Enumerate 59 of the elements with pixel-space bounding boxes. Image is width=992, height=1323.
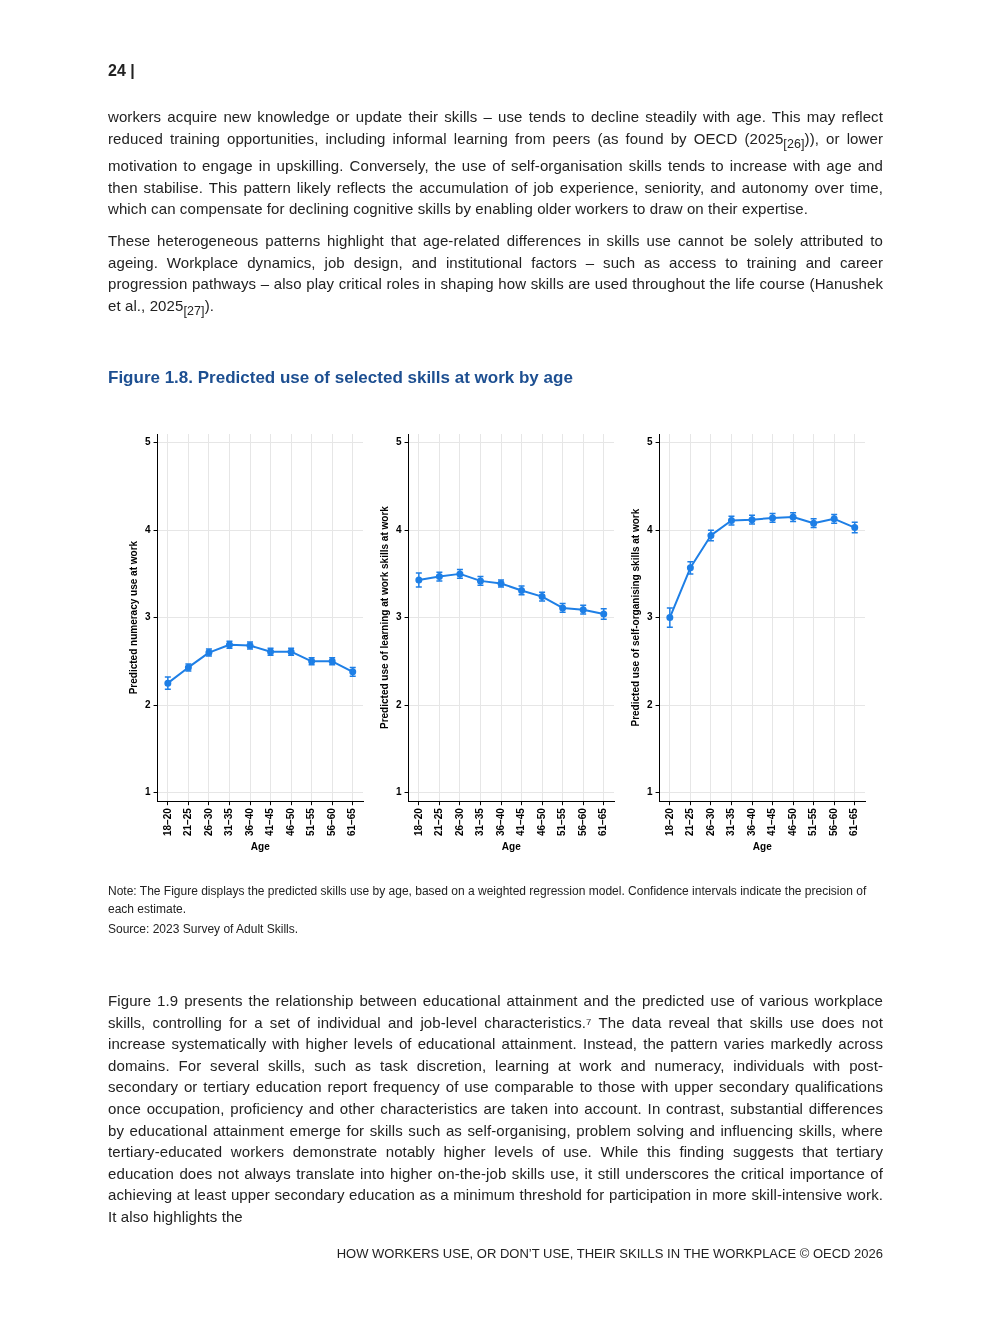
source-note: Source: 2023 Survey of Adult Skills. <box>108 921 300 938</box>
x-tick-label: 56–60 <box>576 807 588 836</box>
text: 24 | <box>108 62 136 80</box>
x-tick-label: 61–65 <box>597 807 609 836</box>
x-axis-title: Age <box>501 840 522 852</box>
x-tick-label: 26–30 <box>453 807 465 836</box>
y-tick-label: 3 <box>145 611 151 623</box>
x-tick-label: 46–50 <box>284 807 296 836</box>
x-tick-label: 46–50 <box>786 807 798 836</box>
x-tick-label: 41–45 <box>515 807 527 836</box>
y-tick-label: 3 <box>396 611 402 623</box>
y-axis-title: Predicted use of learning at work skills at work <box>378 505 390 730</box>
text: HOW WORKERS USE, OR DON’T USE, THEIR SKILLS IN THE WORKPLACE © OECD 2026 <box>336 1246 883 1261</box>
x-tick-label: 21–25 <box>182 807 194 836</box>
x-tick-label: 31–35 <box>223 807 235 836</box>
x-tick-label: 41–45 <box>766 807 778 836</box>
x-tick-label: 36–40 <box>745 807 757 836</box>
x-tick-label: 51–55 <box>305 807 317 836</box>
y-tick-label: 3 <box>647 611 653 623</box>
x-axis-title: Age <box>752 840 773 852</box>
text: Note: The Figure displays the predicted skills use by age, based on a weighted regression model. Confidence intervals indicate the precision of each estimate. <box>108 883 868 918</box>
x-tick-label: 21–25 <box>684 807 696 836</box>
y-tick-label: 2 <box>396 698 402 710</box>
x-tick-label: 31–35 <box>474 807 486 836</box>
x-tick-label: 46–50 <box>535 807 547 836</box>
y-tick-label: 2 <box>647 698 653 710</box>
x-tick-label: 18–20 <box>412 807 424 836</box>
y-tick-label: 1 <box>396 786 402 798</box>
chart-title: Figure 1.8. Predicted use of selected skills at work by age <box>108 368 573 388</box>
x-axis-title: Age <box>250 840 271 852</box>
x-tick-label: 31–35 <box>725 807 737 836</box>
text: workers acquire new knowledge or update their skills – use tends to decline steadily with age. This may reflect reduced training opportunities, including informal learning from peers (as found by OECD (2025$_{[26]}$)), or lower motivation to engage in upskilling. Conversely, the use of self-organisation skills tends to increase with age and then stabilise. This pattern likely reflects the accumulation of job experience, seniority, and autonomy over time, which can compensate for declining cognitive skills by enabling older workers to draw on their expertise. <box>108 107 884 220</box>
y-axis-title: Predicted numeracy use at work <box>127 540 139 695</box>
x-tick-label: 51–55 <box>807 807 819 836</box>
y-axis-title: Predicted use of self-organising skills at work <box>629 508 641 727</box>
x-tick-label: 36–40 <box>494 807 506 836</box>
x-tick-label: 26–30 <box>704 807 716 836</box>
y-tick-label: 5 <box>145 436 151 448</box>
y-tick-label: 2 <box>145 698 151 710</box>
x-tick-label: 61–65 <box>346 807 358 836</box>
y-tick-label: 4 <box>647 523 653 535</box>
y-tick-label: 5 <box>396 436 402 448</box>
y-tick-label: 1 <box>145 786 151 798</box>
x-tick-label: 18–20 <box>663 807 675 836</box>
y-tick-label: 4 <box>145 523 151 535</box>
text: Figure 1.9 presents the relationship between educational attainment and the predicted use of various workplace skills, controlling for a set of individual and job-level characteristics.⁷ The data reveal that skills use does not increase systematically with higher levels of educational attainment. Instead, the pattern varies markedly across domains. For several skills, such as task discretion, learning at work and numeracy, individuals with post-secondary or tertiary education report frequency of use comparable to those with upper secondary qualifications once occupation, proficiency and other characteristics are taken into account. In contrast, substantial differences by educational attainment emerge for skills such as self-organising, problem solving and influencing skills, where tertiary-educated workers demonstrate notably higher levels of use. While this finding suggests that tertiary education does not always translate into higher on-the-job skills use, it still underscores the critical importance of achieving at least upper secondary education as a minimum threshold for participation in more skill-intensive work. It also highlights the <box>108 992 883 1225</box>
x-tick-label: 21–25 <box>433 807 445 836</box>
x-tick-label: 56–60 <box>827 807 839 836</box>
y-tick-label: 1 <box>647 786 653 798</box>
x-tick-label: 61–65 <box>848 807 860 836</box>
x-tick-label: 56–60 <box>325 807 337 836</box>
x-tick-label: 18–20 <box>161 807 173 836</box>
x-tick-label: 51–55 <box>556 807 568 836</box>
x-tick-label: 41–45 <box>264 807 276 836</box>
text: These heterogeneous patterns highlight that age-related differences in skills use cannot be solely attributed to ageing. Workplace dynamics, job design, and institutional factors – such as access to training and career progression pathways – also play critical roles in shaping how skills are used throughout the life course (Hanushek et al., 2025$_{[27]}$). <box>108 230 883 320</box>
x-tick-label: 26–30 <box>202 807 214 836</box>
x-tick-label: 36–40 <box>243 807 255 836</box>
y-tick-label: 4 <box>396 523 402 535</box>
y-tick-label: 5 <box>647 436 653 448</box>
